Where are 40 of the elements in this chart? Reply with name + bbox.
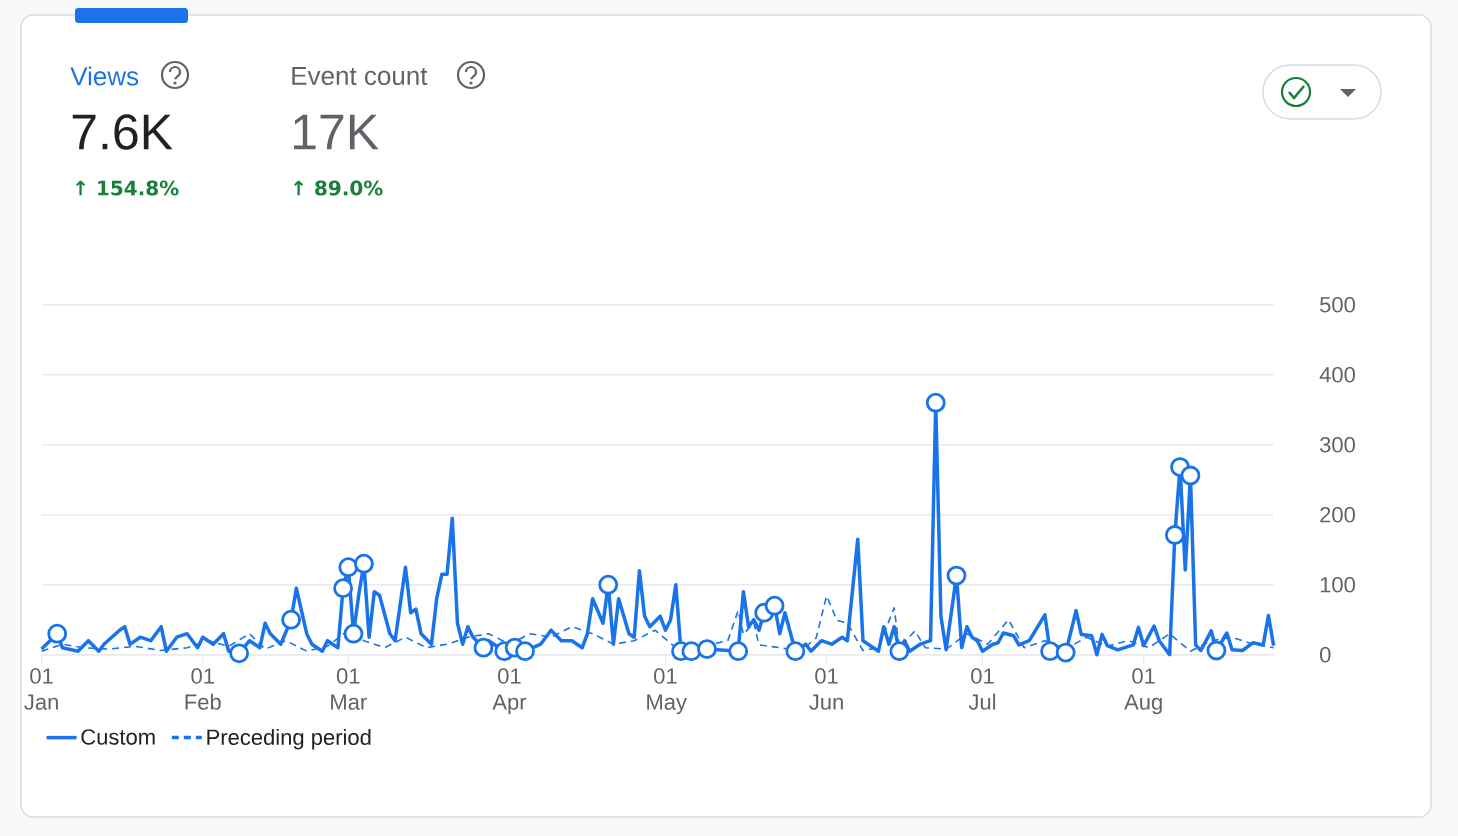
point (1055, 642, 1076, 663)
point (728, 641, 749, 662)
point (598, 574, 619, 595)
point (515, 641, 535, 662)
text: 17K (294, 114, 379, 150)
point (343, 623, 364, 644)
point (338, 557, 359, 578)
x-tick-label: 01 Feb (185, 668, 221, 710)
text: ↑ 154.8% (76, 180, 179, 196)
x-tick-label: 01 Apr (492, 668, 527, 715)
point (1206, 640, 1227, 661)
point (681, 641, 702, 662)
point (889, 641, 910, 662)
y-tick-label: 500 (1320, 296, 1355, 313)
y-tick-label: 0 (1320, 646, 1331, 663)
point (764, 595, 785, 616)
point (473, 637, 494, 658)
text: Event count (292, 66, 428, 86)
x-tick-label: 01 Jun (809, 668, 843, 710)
text: 7.6K (72, 114, 173, 150)
y-tick-label: 200 (1320, 506, 1355, 523)
text: Views (70, 66, 139, 86)
x-tick-label: 01 Mar (331, 668, 367, 710)
point (697, 639, 717, 659)
y-tick-label: 100 (1320, 576, 1355, 593)
x-tick-label: 01 Aug (1124, 668, 1162, 715)
point (925, 392, 946, 413)
point (353, 553, 374, 574)
x-tick-label: 01 Jul (968, 668, 996, 710)
y-tick-label: 300 (1319, 436, 1355, 453)
x-tick-label: 01 May (647, 668, 687, 715)
legend-label: Custom (81, 729, 155, 745)
y-tick-label: 400 (1319, 366, 1355, 383)
point (1180, 465, 1201, 486)
point (785, 641, 806, 662)
legend-label: Preceding period (207, 728, 371, 750)
point (946, 565, 967, 586)
x-tick-label: 01 Jan (24, 668, 58, 710)
text: ↑ 89.0% (294, 180, 383, 196)
point (1164, 525, 1185, 545)
